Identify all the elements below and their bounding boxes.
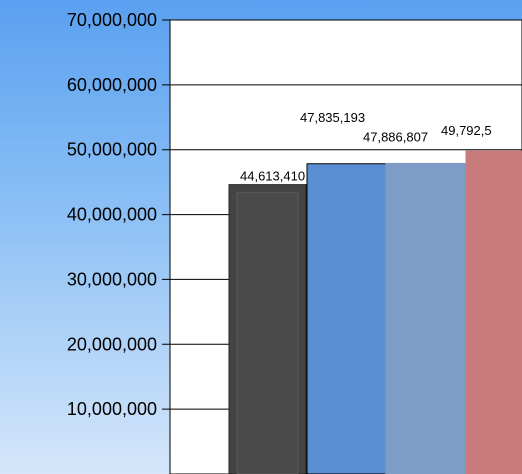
- y-axis-ticks: 70,000,000 60,000,000 50,000,000 40,000,000…: [67, 10, 157, 419]
- data-labels: 44,613,410 47,835,193 47,886,807 49,792,5: [240, 110, 492, 184]
- y-tick-label: 10,000,000: [67, 399, 157, 419]
- data-label: 47,835,193: [300, 110, 365, 125]
- bar-bevel: [236, 192, 299, 474]
- data-label: 44,613,410: [240, 169, 305, 184]
- bars: [228, 150, 522, 474]
- y-tick-label: 60,000,000: [67, 75, 157, 95]
- data-label: 49,792,5: [441, 123, 492, 138]
- y-tick-label: 50,000,000: [67, 140, 157, 160]
- y-tick-label: 40,000,000: [67, 205, 157, 225]
- bar: [306, 163, 387, 474]
- bar: [385, 162, 467, 474]
- y-tick-label: 20,000,000: [67, 334, 157, 354]
- y-tick-label: 70,000,000: [67, 10, 157, 30]
- data-label: 47,886,807: [363, 129, 428, 144]
- y-tick-label: 30,000,000: [67, 269, 157, 289]
- bar: [465, 150, 522, 474]
